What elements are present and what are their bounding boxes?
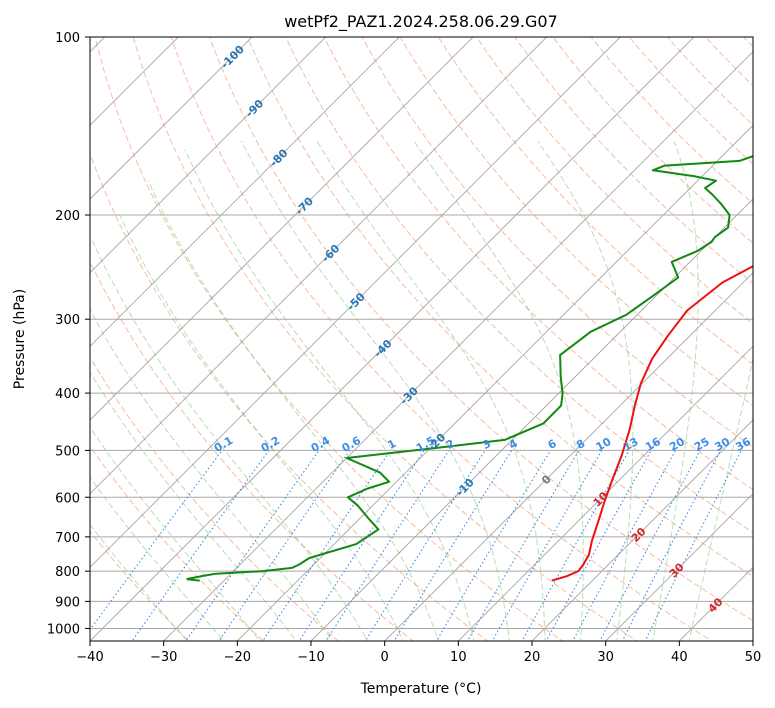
- y-tick-label: 900: [55, 595, 80, 610]
- isotherm-line: [310, 198, 753, 641]
- x-tick-label: 30: [597, 650, 614, 665]
- dry-adiabat-line: [94, 37, 564, 641]
- mixing-ratio-line: [621, 450, 722, 641]
- mixing-ratio-line: [325, 450, 450, 641]
- moist-adiabat-line: [91, 239, 369, 641]
- mixing-ratio-line: [90, 450, 223, 631]
- isotherm-line: [531, 419, 753, 641]
- moist-adiabat-line: [147, 180, 440, 641]
- x-tick-label: −10: [297, 650, 324, 665]
- mixing-ratio-line: [491, 450, 603, 641]
- isotherm-line: [90, 37, 695, 641]
- x-tick-label: −30: [150, 650, 177, 665]
- plot-frame: [89, 36, 754, 642]
- dry-adiabat-line: [552, 37, 753, 244]
- dry-adiabat-line: [323, 37, 753, 491]
- y-axis: 100 200 300 400 500 600 700 800 900 1000: [47, 31, 90, 637]
- mixing-ratio-line: [435, 450, 552, 641]
- y-tick-label: 600: [55, 491, 80, 506]
- dewpoint-profile-tail: [186, 578, 200, 582]
- isotherm-line: [90, 37, 180, 127]
- y-tick-label: 1000: [47, 622, 80, 637]
- dry-adiabat-line: [437, 37, 753, 365]
- isotherm-line: [236, 124, 753, 641]
- moist-adiabat-line: [90, 308, 333, 641]
- x-tick-label: −40: [76, 650, 103, 665]
- mixing-ratio-line: [185, 450, 320, 641]
- isotherm-line: [90, 37, 253, 200]
- isotherm-line: [90, 37, 474, 421]
- moist-adiabat-line: [413, 140, 584, 641]
- y-tick-label: 700: [55, 531, 80, 546]
- x-tick-label: 50: [745, 650, 762, 665]
- dry-adiabat-line: [90, 356, 340, 641]
- dry-adiabat-line: [361, 37, 753, 448]
- mixing-ratio-line: [131, 450, 270, 641]
- x-tick-label: 40: [671, 650, 688, 665]
- x-tick-label: −20: [224, 650, 251, 665]
- mixing-ratio-line: [298, 450, 425, 641]
- moist-adiabat-line: [537, 140, 634, 641]
- moist-adiabat-line: [688, 355, 753, 641]
- temperature-profile-line: [551, 265, 753, 582]
- isotherm-line: [383, 271, 753, 641]
- dry-adiabat-line: [476, 37, 753, 325]
- moist-adiabat-line: [184, 149, 475, 641]
- mixing-ratio-line: [262, 450, 391, 641]
- dry-adiabat-line: [170, 37, 713, 641]
- mixing-ratio-line: [218, 450, 351, 641]
- moist-adiabat-line: [652, 141, 699, 641]
- isotherm-line: [90, 37, 622, 569]
- y-tick-label: 800: [55, 565, 80, 580]
- x-axis-label: Temperature (°C): [360, 681, 482, 697]
- mixing-ratio-line: [466, 450, 580, 641]
- moist-adiabat-line: [90, 523, 188, 641]
- mixing-ratio-line: [644, 450, 742, 641]
- y-tick-label: 100: [55, 31, 80, 46]
- profile-lines: [186, 155, 753, 582]
- moist-adiabat-line: [240, 140, 510, 641]
- isotherm-line: [604, 492, 753, 641]
- isotherm-line: [90, 37, 327, 274]
- dry-adiabat-line: [90, 260, 414, 641]
- dewpoint-profile-line: [186, 155, 753, 581]
- moist-adiabat-line: [316, 140, 546, 641]
- dry-adiabat-line: [514, 37, 753, 284]
- dry-adiabat-line: [208, 37, 753, 622]
- moist-adiabat-line: [90, 426, 261, 641]
- y-tick-label: 400: [55, 387, 80, 402]
- x-tick-label: 10: [450, 650, 467, 665]
- x-tick-label: 0: [381, 650, 389, 665]
- moist-adiabat-line: [90, 476, 225, 641]
- y-tick-label: 500: [55, 444, 80, 459]
- dry-adiabat-line: [247, 37, 753, 577]
- dry-adiabat-line: [132, 37, 638, 641]
- x-axis: −40 −30 −20 −10 0 10 20 30 40 50: [76, 641, 761, 665]
- moist-adiabat-line: [119, 214, 404, 641]
- isotherm-line: [162, 50, 753, 641]
- isotherm-line: [90, 37, 548, 495]
- chart-title: wetPf2_PAZ1.2024.258.06.29.G07: [284, 12, 558, 32]
- dry-adiabat-line: [90, 152, 489, 641]
- isotherm-line: [90, 37, 401, 348]
- isotherm-line: [457, 345, 753, 641]
- y-axis-label: Pressure (hPa): [12, 289, 28, 389]
- y-tick-label: 300: [55, 313, 80, 328]
- moist-adiabat-line: [90, 371, 297, 641]
- dry-adiabat-line: [90, 445, 265, 641]
- mixing-ratio-line: [545, 450, 652, 641]
- x-tick-label: 20: [524, 650, 541, 665]
- y-tick-label: 200: [55, 209, 80, 224]
- reference-lines: [90, 37, 753, 641]
- dry-adiabat-line: [285, 37, 753, 534]
